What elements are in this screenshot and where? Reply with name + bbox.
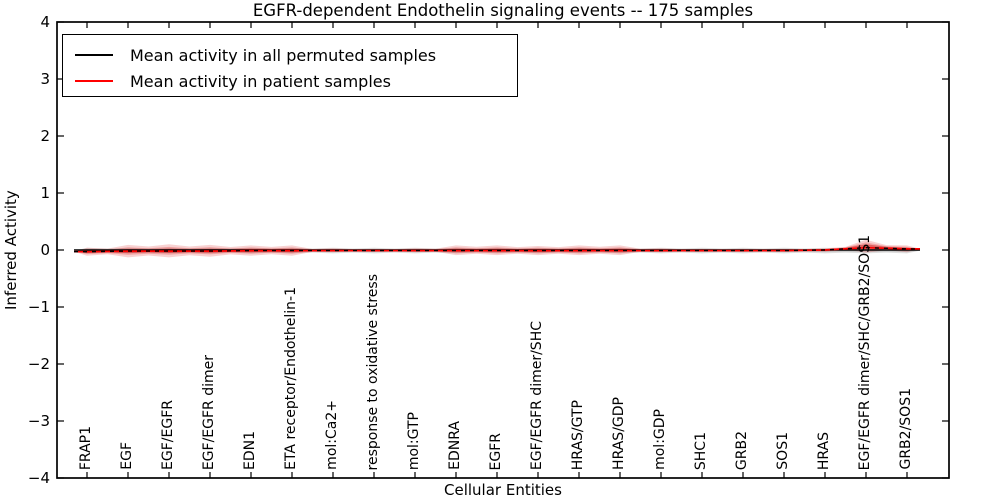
y-tick-label: 2 — [40, 127, 50, 145]
x-tick-label: mol:GDP — [652, 409, 668, 470]
x-tick-label: SHC1 — [693, 431, 709, 470]
x-tick-label: EGF/EGFR dimer/SHC/GRB2/SOS1 — [857, 234, 873, 470]
x-tick-label: GRB2/SOS1 — [898, 388, 914, 470]
x-tick-label: HRAS — [816, 431, 832, 470]
x-tick-label: mol:GTP — [406, 411, 422, 470]
x-tick-label: SOS1 — [775, 432, 791, 470]
patient-line-swatch — [75, 80, 113, 82]
chart-title: EGFR-dependent Endothelin signaling even… — [252, 1, 754, 20]
y-tick-label: 3 — [40, 70, 50, 88]
x-tick-label: response to oxidative stress — [365, 273, 381, 470]
x-tick-label: EDN1 — [242, 430, 258, 470]
legend-item-permuted: Mean activity in all permuted samples — [75, 42, 517, 68]
y-tick-label: −2 — [27, 355, 50, 373]
x-axis-label: Cellular Entities — [444, 481, 562, 499]
x-tick-label: FRAP1 — [78, 425, 94, 470]
permuted-line-swatch — [75, 54, 113, 56]
x-tick-label: EGFR — [488, 432, 504, 470]
x-tick-label: GRB2 — [734, 430, 750, 470]
x-tick-label: ETA receptor/Endothelin-1 — [283, 287, 299, 470]
x-tick-label: EGF/EGFR — [160, 400, 176, 470]
legend-item-patient: Mean activity in patient samples — [75, 68, 517, 94]
x-tick-label: EGF/EGFR dimer/SHC — [529, 320, 545, 470]
y-tick-label: −1 — [27, 298, 50, 316]
x-tick-label: EDNRA — [447, 421, 463, 470]
legend: Mean activity in all permuted samples Me… — [62, 34, 518, 97]
x-tick-label: HRAS/GDP — [611, 397, 627, 470]
legend-label: Mean activity in all permuted samples — [130, 45, 437, 65]
y-tick-label: −3 — [27, 412, 50, 430]
x-tick-label: HRAS/GTP — [570, 399, 586, 470]
x-tick-label: EGF/EGFR dimer — [201, 354, 217, 470]
x-tick-label: mol:Ca2+ — [324, 400, 340, 470]
legend-label: Mean activity in patient samples — [130, 71, 391, 91]
x-tick-label: EGF — [119, 442, 135, 470]
y-tick-label: 0 — [40, 241, 50, 259]
y-tick-label: 1 — [40, 184, 50, 202]
y-tick-label: −4 — [27, 469, 50, 487]
y-tick-label: 4 — [40, 13, 50, 31]
